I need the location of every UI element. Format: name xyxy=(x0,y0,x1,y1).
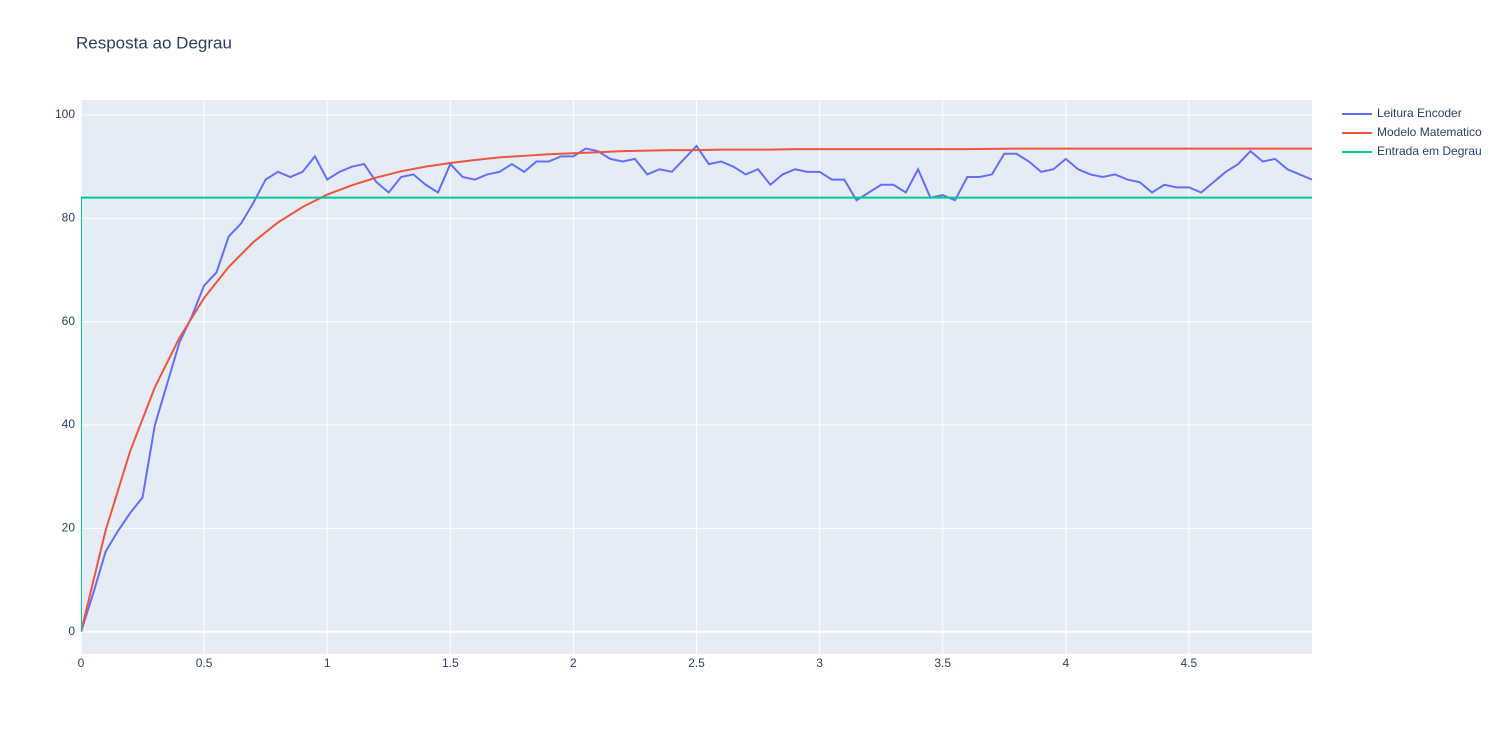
y-tick-label: 80 xyxy=(62,211,76,225)
series-line xyxy=(81,147,1312,633)
series-line xyxy=(81,144,1312,633)
legend-label: Entrada em Degrau xyxy=(1377,144,1482,158)
y-tick-label: 40 xyxy=(62,417,76,431)
x-tick-label: 1 xyxy=(324,656,331,670)
chart-title: Resposta ao Degrau xyxy=(76,33,232,52)
series-line xyxy=(81,196,1312,632)
y-tick-label: 100 xyxy=(55,107,75,121)
y-tick-label: 20 xyxy=(62,521,76,535)
x-tick-label: 3.5 xyxy=(934,656,951,670)
x-tick-label: 3 xyxy=(816,656,823,670)
series-group xyxy=(81,144,1312,633)
y-tick-label: 0 xyxy=(68,624,75,638)
x-tick-label: 0.5 xyxy=(196,656,213,670)
legend-label: Modelo Matematico xyxy=(1377,125,1482,139)
x-tick-label: 2.5 xyxy=(688,656,705,670)
y-tick-label: 60 xyxy=(62,314,76,328)
x-tick-label: 4 xyxy=(1062,656,1069,670)
x-tick-label: 4.5 xyxy=(1181,656,1198,670)
x-tick-label: 1.5 xyxy=(442,656,459,670)
x-tick-label: 2 xyxy=(570,656,577,670)
x-tick-label: 0 xyxy=(78,656,85,670)
legend-label: Leitura Encoder xyxy=(1377,106,1462,120)
